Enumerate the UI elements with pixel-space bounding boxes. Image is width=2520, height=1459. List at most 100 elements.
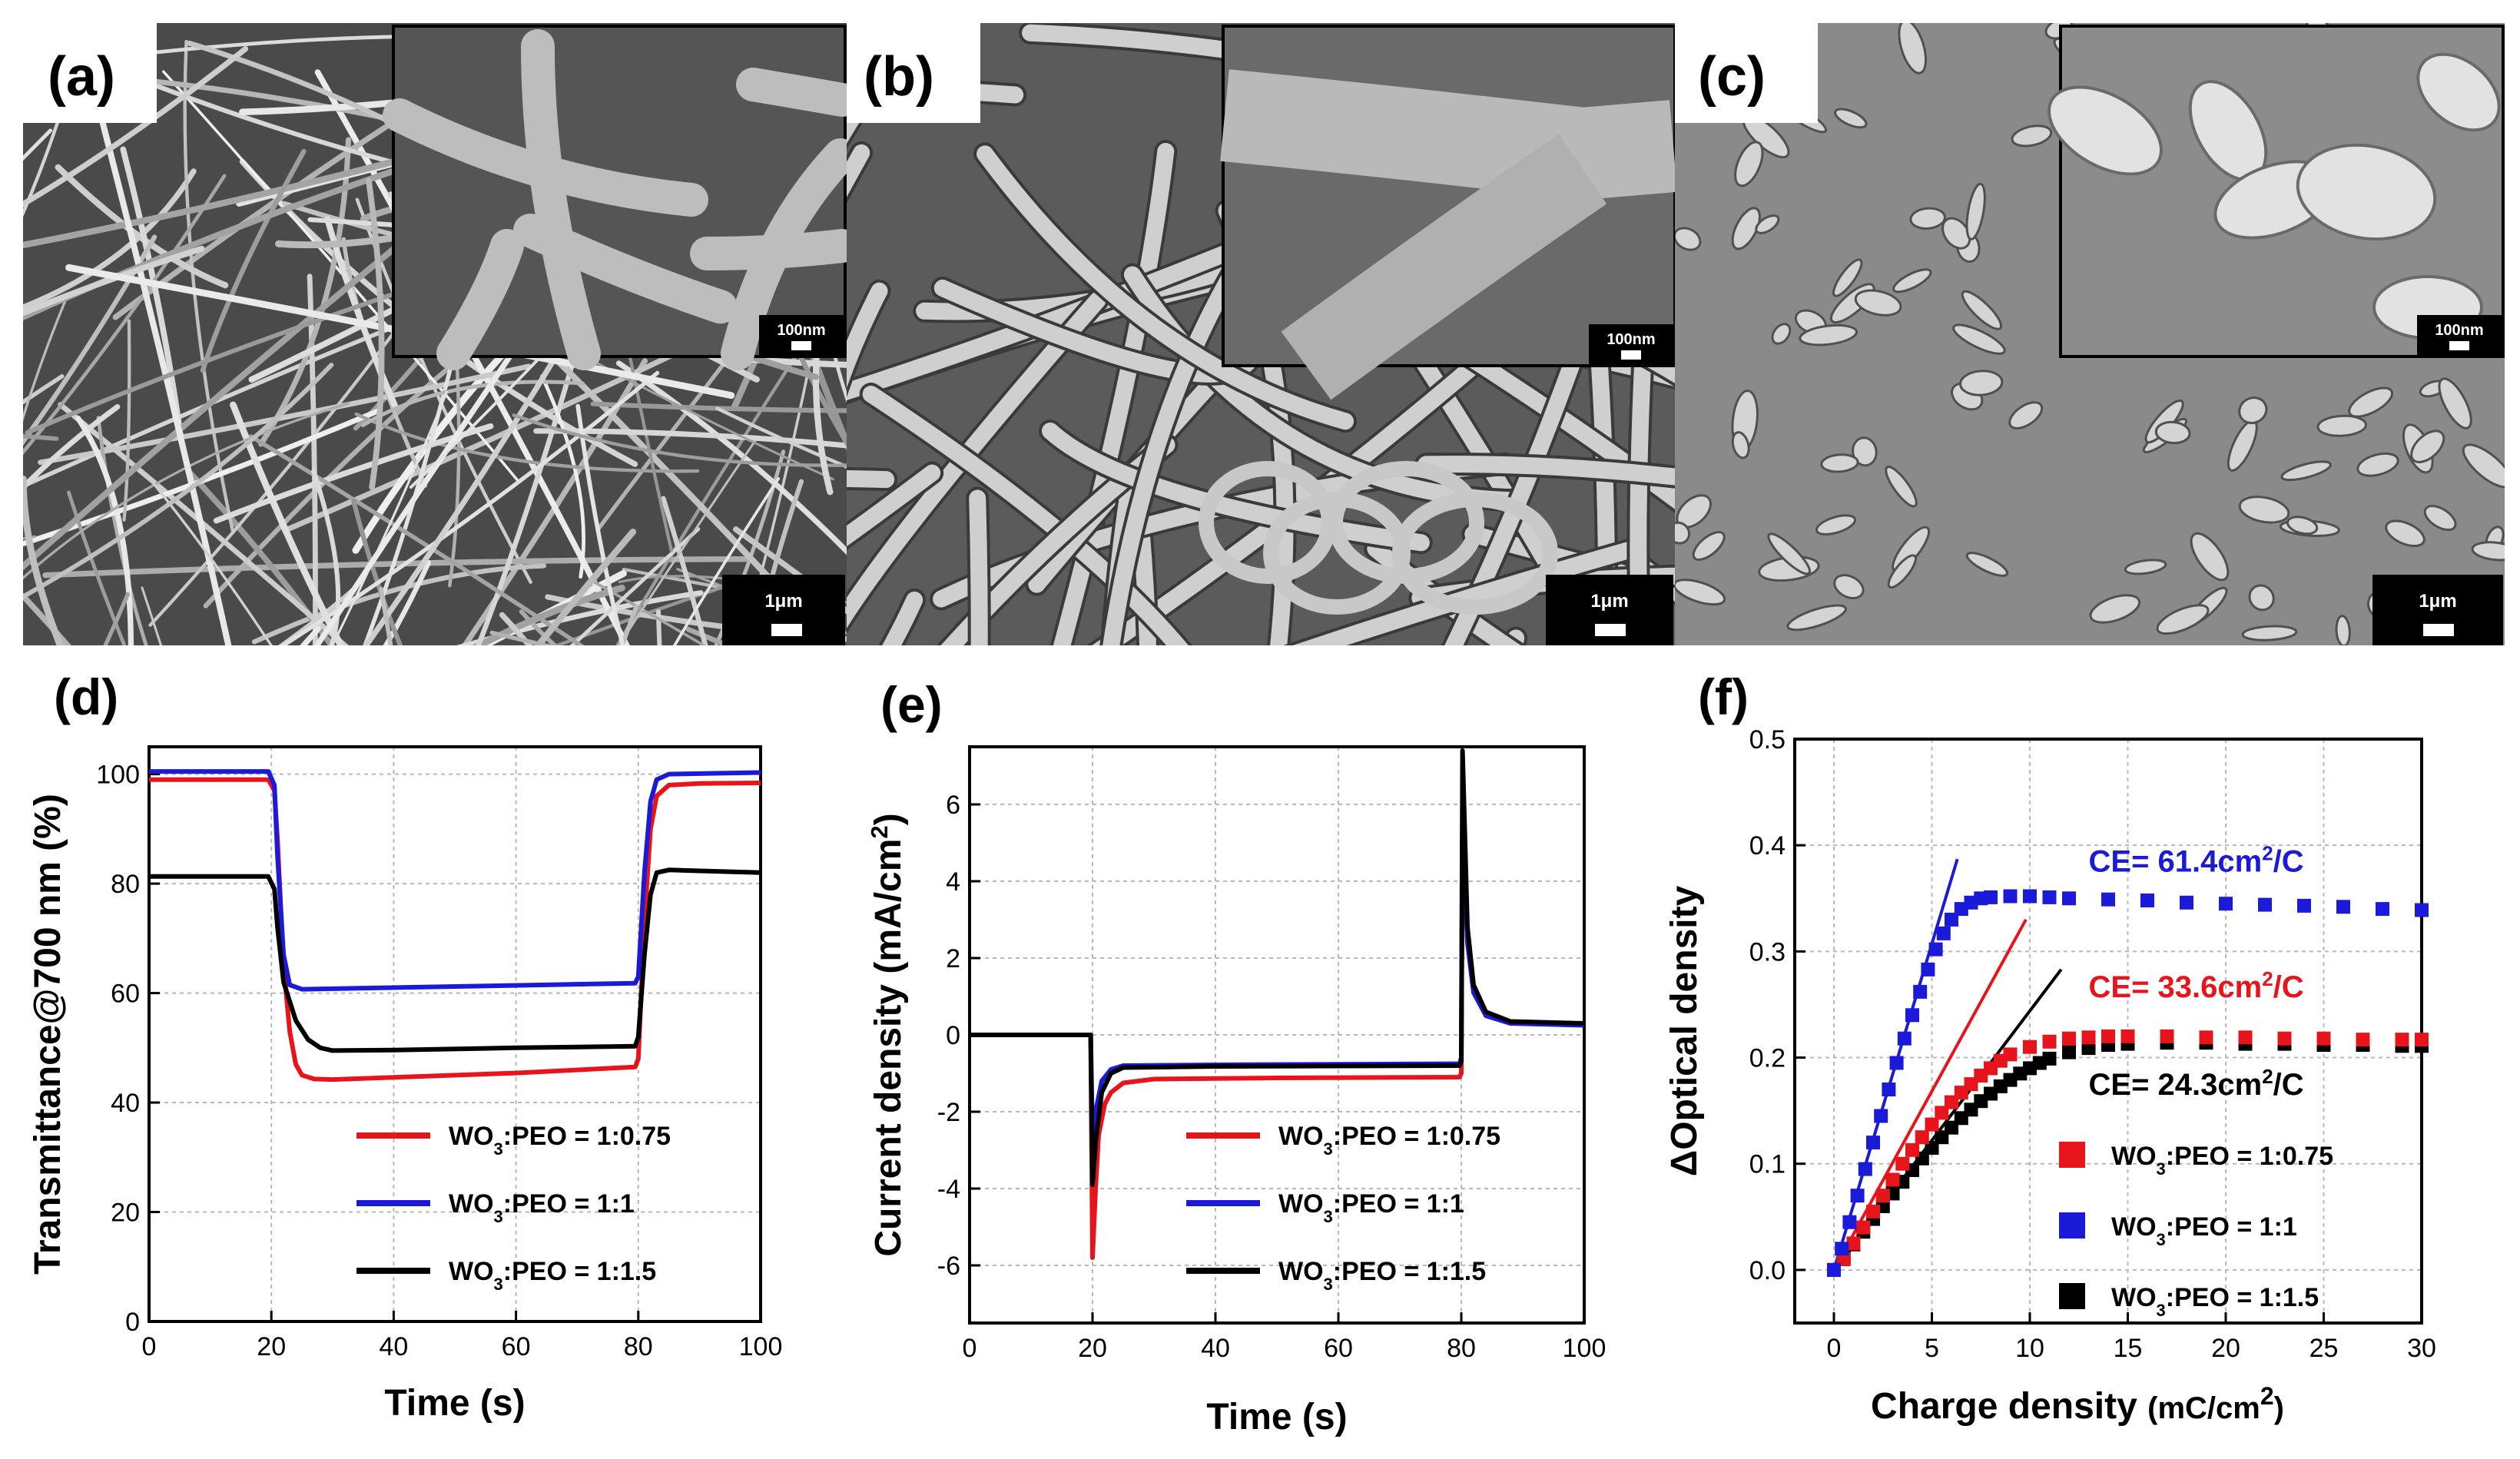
sem-a-fiber bbox=[42, 556, 754, 579]
sem-a-fiber bbox=[366, 177, 385, 490]
data-point bbox=[2062, 1031, 2076, 1046]
sem-c-particle bbox=[1767, 532, 1812, 575]
sem-a-inset-scalebar bbox=[791, 341, 811, 350]
data-point bbox=[2160, 1029, 2174, 1043]
panel-label-d: (d) bbox=[54, 668, 118, 725]
data-point bbox=[2023, 1040, 2037, 1054]
sem-a-fiber bbox=[534, 529, 637, 645]
data-point bbox=[2003, 889, 2018, 904]
sem-a-fiber bbox=[752, 479, 804, 645]
data-point bbox=[2258, 897, 2272, 912]
series-markers bbox=[1827, 889, 2429, 1277]
x-tick-label: 100 bbox=[739, 1332, 783, 1361]
sem-a-fiber bbox=[23, 408, 382, 547]
sem-b-fiber bbox=[862, 386, 1189, 645]
legend: WO3:PEO = 1:0.75 WO3:PEO = 1:1 WO3:PEO = 1… bbox=[356, 1122, 671, 1294]
sem-c-particle bbox=[1854, 289, 1902, 317]
sem-a-fiber bbox=[533, 428, 847, 449]
sem-a-inset-fiber bbox=[513, 214, 739, 324]
x-tick-label: 0 bbox=[1827, 1334, 1842, 1363]
sem-c-particle bbox=[2248, 584, 2275, 612]
data-point bbox=[2297, 898, 2311, 913]
sem-c-inset-particle bbox=[2416, 52, 2501, 132]
data-point bbox=[2003, 1047, 2018, 1062]
sem-a-fiber bbox=[721, 354, 847, 368]
y-tick-label: 80 bbox=[111, 870, 140, 899]
series-line bbox=[970, 748, 1585, 1187]
sem-b-label-box bbox=[847, 23, 980, 123]
data-point bbox=[1925, 1117, 1939, 1132]
x-tick-label: 80 bbox=[1447, 1334, 1476, 1363]
sem-c-particle bbox=[2410, 429, 2445, 463]
sem-c-particle bbox=[1834, 108, 1868, 129]
x-tick-label: 5 bbox=[1925, 1334, 1939, 1363]
sem-a-fiber bbox=[67, 490, 127, 645]
data-point bbox=[1935, 1106, 1949, 1120]
legend-marker bbox=[2059, 1142, 2085, 1168]
sem-a-fiber bbox=[58, 402, 350, 645]
sem-a-scalebar bbox=[771, 624, 802, 636]
sem-a-inset-fibers bbox=[383, 29, 859, 370]
sem-a-fiber bbox=[617, 438, 758, 645]
series-line bbox=[149, 769, 761, 992]
x-tick-label: 0 bbox=[142, 1332, 157, 1361]
y-tick-label: 60 bbox=[111, 980, 140, 1009]
sem-c-particle bbox=[2008, 401, 2044, 429]
data-point bbox=[2140, 894, 2154, 907]
sem-b-fiber bbox=[847, 291, 1106, 629]
sem-a-fiber bbox=[512, 413, 847, 467]
x-tick-label: 20 bbox=[1078, 1334, 1107, 1363]
sem-b-inset-scale-label: 100nm bbox=[1606, 331, 1655, 348]
sem-c-particle bbox=[2011, 124, 2053, 148]
sem-b-scale-label: 1μm bbox=[1590, 591, 1628, 612]
data-point bbox=[1842, 1215, 1857, 1229]
data-point bbox=[1827, 1262, 1841, 1277]
data-point bbox=[2023, 889, 2037, 904]
sem-b-fiber bbox=[1041, 422, 1430, 552]
panel-label-c: (c) bbox=[1698, 46, 1766, 108]
sem-b-fiber bbox=[1292, 541, 1638, 645]
sem-b-fiber bbox=[847, 282, 888, 388]
sem-c-particle bbox=[1692, 531, 1726, 561]
sem-c-particle bbox=[1852, 436, 1878, 467]
sem-a-fiber bbox=[661, 496, 708, 645]
data-point bbox=[2180, 895, 2193, 910]
sem-a-fiber bbox=[575, 403, 625, 645]
sem-c-particle bbox=[1675, 521, 1691, 545]
sem-c-particle bbox=[1786, 604, 1847, 632]
sem-c-particle bbox=[1832, 258, 1863, 297]
y-tick-label: 0 bbox=[125, 1308, 140, 1337]
sem-a-fiber bbox=[23, 402, 350, 580]
sem-a-fiber bbox=[383, 559, 432, 645]
sem-c-particle bbox=[2286, 516, 2319, 536]
sem-c-particle bbox=[2471, 541, 2505, 562]
sem-c-particle bbox=[2316, 414, 2367, 437]
sem-c-particle bbox=[1959, 370, 2004, 396]
legend-label: WO3:PEO = 1:0.75 bbox=[2111, 1142, 2333, 1179]
sem-a-fiber bbox=[23, 245, 205, 317]
data-point bbox=[2042, 1034, 2057, 1049]
sem-b-inset-fiber bbox=[1281, 134, 1607, 400]
legend-label: WO3:PEO = 1:0.75 bbox=[1278, 1122, 1500, 1159]
x-tick-label: 40 bbox=[1201, 1334, 1230, 1363]
sem-c-particle bbox=[1833, 574, 1865, 600]
y-tick-label: 0.3 bbox=[1749, 937, 1786, 967]
legend: WO3:PEO = 1:0.75 WO3:PEO = 1:1 WO3:PEO = 1… bbox=[1186, 1122, 1500, 1294]
sem-a-inset-fiber bbox=[521, 29, 601, 370]
x-axis-label: Time (s) bbox=[1206, 1397, 1347, 1437]
sem-c-particle bbox=[2241, 625, 2298, 642]
axes-frame bbox=[1793, 738, 2423, 1325]
data-point bbox=[1858, 1162, 1872, 1176]
sem-a-fiber bbox=[590, 401, 847, 413]
sem-c-particle bbox=[1675, 227, 1702, 251]
panel-label-b: (b) bbox=[864, 46, 934, 108]
sem-b-fiber bbox=[976, 145, 1354, 430]
sem-c-particle bbox=[2348, 386, 2393, 418]
sem-c-particle bbox=[1731, 207, 1761, 250]
data-point bbox=[1856, 1220, 1871, 1235]
data-point bbox=[1897, 1031, 1912, 1046]
data-point bbox=[2042, 1051, 2057, 1066]
sem-c-particle bbox=[1909, 207, 1946, 230]
sem-c-particle bbox=[2154, 420, 2191, 445]
